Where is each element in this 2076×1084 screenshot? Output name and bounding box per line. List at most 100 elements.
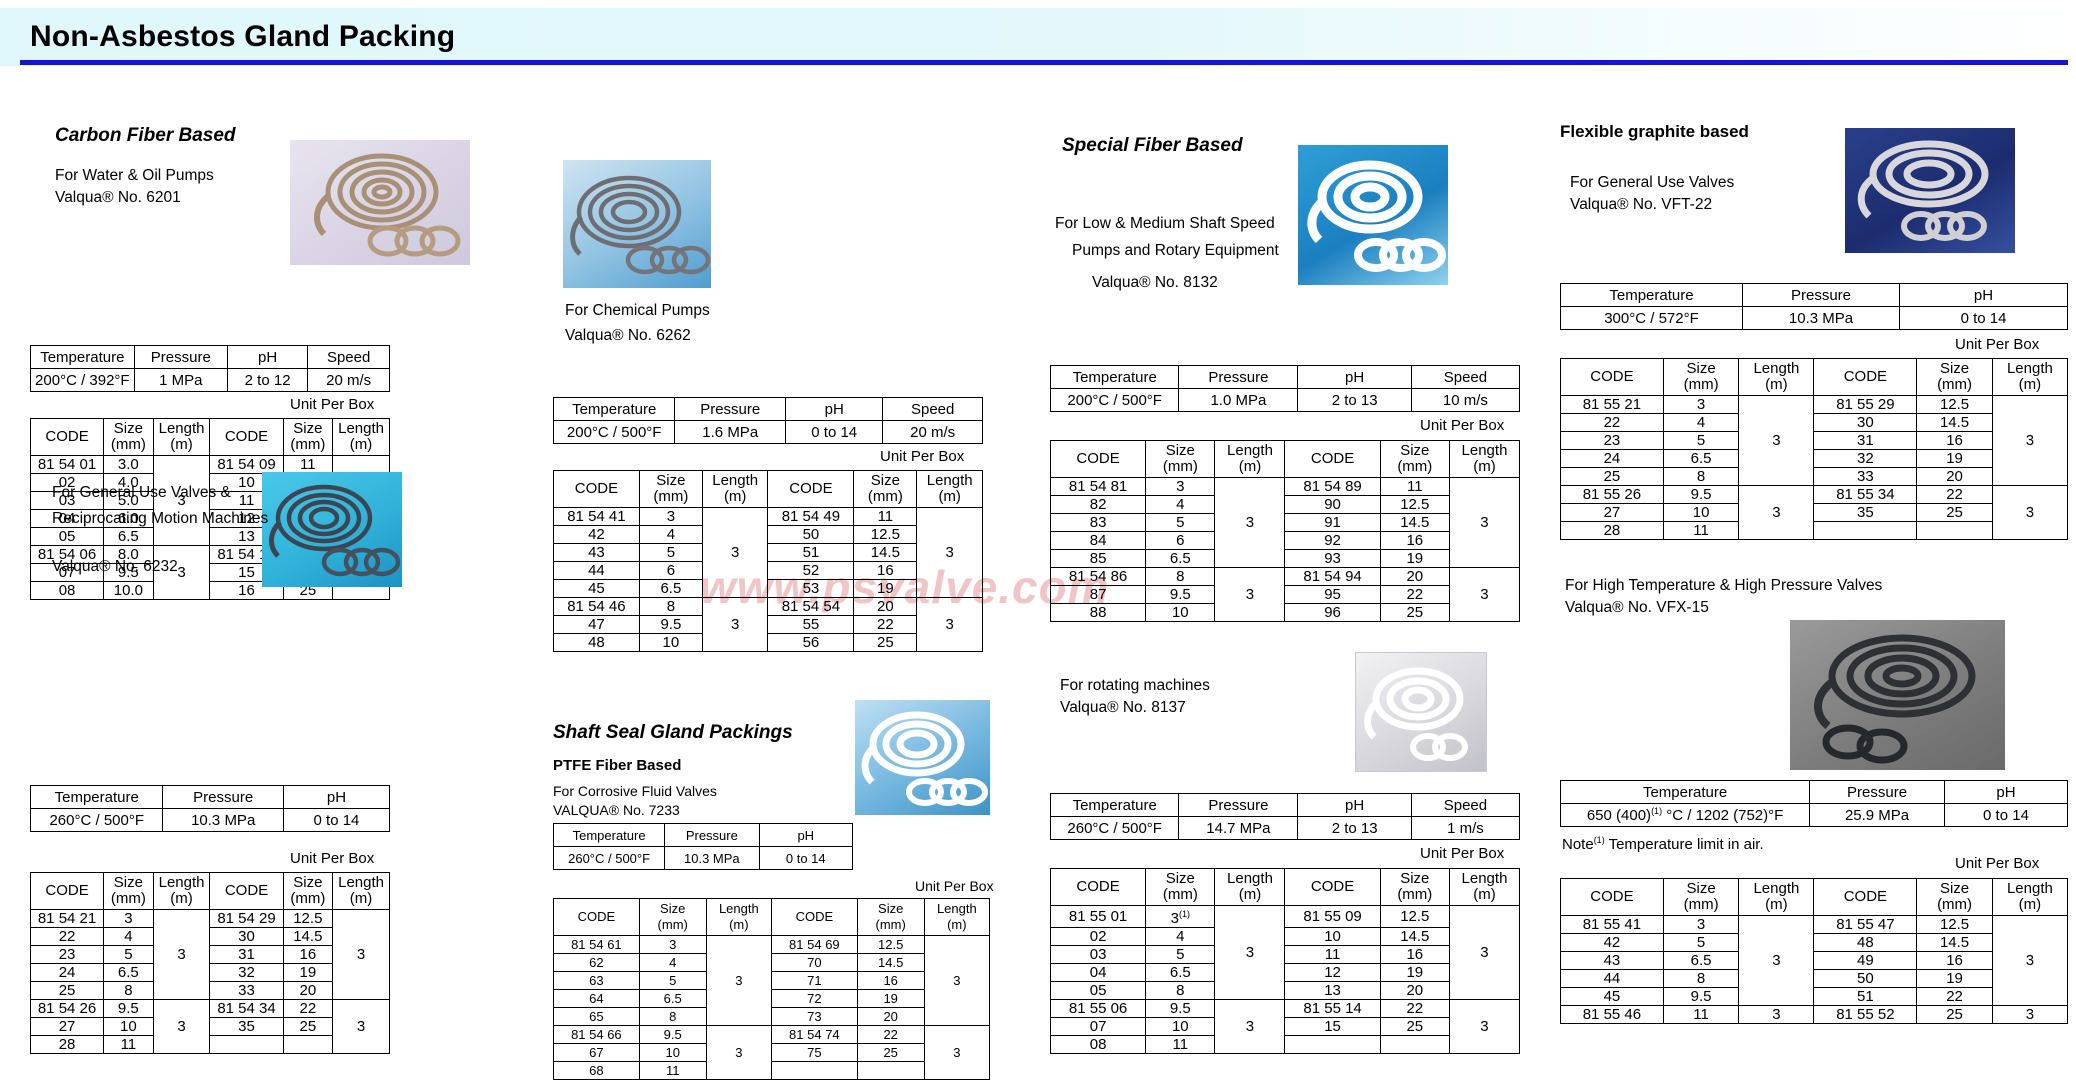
size-value: 9.5 bbox=[638, 1025, 707, 1044]
table-row: 85 6.5 93 19 bbox=[1049, 549, 1520, 568]
spec-header-speed: Speed bbox=[307, 345, 390, 369]
product-code: 43 bbox=[553, 543, 640, 562]
spec-header-pressure: Pressure bbox=[162, 785, 284, 809]
product-code: 88 bbox=[1049, 603, 1147, 622]
size-value: 8 bbox=[1145, 567, 1216, 586]
size-value: 10 bbox=[638, 633, 703, 652]
product-code: 81 55 46 bbox=[1560, 1005, 1664, 1024]
product-code: 52 bbox=[767, 561, 855, 580]
product-code: 50 bbox=[1813, 969, 1918, 988]
unit-per-box-label-vfx15: Unit Per Box bbox=[1955, 855, 2040, 872]
product-code: 92 bbox=[1284, 531, 1381, 550]
product-code: 02 bbox=[1049, 927, 1147, 946]
coil-illustration-vfx15 bbox=[1814, 634, 1976, 764]
size-value: 6.5 bbox=[103, 527, 154, 546]
size-column-header: Size (mm) bbox=[282, 418, 334, 456]
table-row: 81 54 41 3 3 81 54 49 11 3 bbox=[553, 507, 983, 598]
product-code: 82 bbox=[1049, 495, 1147, 514]
size-column-header: Size (mm) bbox=[1145, 440, 1216, 478]
length-value: 3 bbox=[1738, 915, 1815, 1006]
product-code: 55 bbox=[767, 615, 855, 634]
size-value: 20 bbox=[1379, 981, 1450, 1000]
size-value: 19 bbox=[1379, 549, 1450, 568]
size-value: 4 bbox=[1145, 927, 1216, 946]
coil-illustration-6232 bbox=[269, 484, 401, 577]
size-value: 12.5 bbox=[1916, 915, 1993, 934]
table-row: 81 54 61 3 3 81 54 69 12.5 3 bbox=[553, 935, 991, 1026]
table-row: 07 10 15 25 bbox=[1049, 1017, 1520, 1036]
size-value: 16 bbox=[853, 561, 918, 580]
size-value: 19 bbox=[1916, 449, 1993, 468]
size-value: 4 bbox=[1662, 413, 1740, 432]
unit-per-box-label-6232: Unit Per Box bbox=[290, 850, 375, 867]
size-value: 8 bbox=[638, 1007, 707, 1026]
size-value: 5 bbox=[1662, 431, 1740, 450]
product-caption-8137-line1: For rotating machines bbox=[1060, 677, 1210, 694]
page-title: Non-Asbestos Gland Packing bbox=[30, 20, 456, 53]
size-value: 16 bbox=[1379, 531, 1450, 550]
product-code: 08 bbox=[29, 581, 105, 600]
table-row: 24 6.5 32 19 bbox=[1560, 449, 2068, 468]
size-value: 9.5 bbox=[1145, 999, 1216, 1018]
unit-per-box-label-8137: Unit Per Box bbox=[1420, 845, 1505, 862]
coil-illustration-8132 bbox=[1307, 160, 1446, 272]
size-value: 10 bbox=[1662, 503, 1740, 522]
size-value: 14.5 bbox=[853, 543, 918, 562]
product-photo-8137 bbox=[1355, 652, 1487, 772]
section-title-graphite: Flexible graphite based bbox=[1560, 122, 1749, 141]
size-value: 5 bbox=[1145, 513, 1216, 532]
spec-value-pressure: 10.3 MPa bbox=[162, 808, 284, 832]
length-column-header: Length (m) bbox=[705, 898, 772, 936]
table-row: 22 4 30 14.5 bbox=[1560, 413, 2068, 432]
code-column-header: CODE bbox=[1284, 440, 1381, 478]
product-caption-7233-line2: VALQUA® No. 7233 bbox=[553, 802, 680, 818]
spec-value-temperature: 260°C / 500°F bbox=[1049, 816, 1180, 840]
size-value bbox=[282, 1035, 334, 1054]
product-code: 10 bbox=[1284, 927, 1381, 946]
spec-value-speed: 20 m/s bbox=[307, 368, 390, 392]
size-value: 25 bbox=[1379, 603, 1450, 622]
table-row: 68 11 bbox=[553, 1061, 990, 1080]
product-code: 51 bbox=[767, 543, 855, 562]
product-photo-6232 bbox=[262, 472, 402, 587]
size-value: 16 bbox=[1916, 431, 1993, 450]
size-value: 6.5 bbox=[103, 963, 154, 982]
unit-per-box-label-6262: Unit Per Box bbox=[880, 448, 965, 465]
size-value: 6.5 bbox=[1662, 449, 1740, 468]
size-value: 14.5 bbox=[1379, 513, 1450, 532]
size-value: 22 bbox=[1916, 987, 1993, 1006]
product-code: 81 54 61 bbox=[553, 935, 640, 954]
size-column-header: Size (mm) bbox=[1916, 358, 1993, 396]
size-value: 5 bbox=[638, 543, 703, 562]
table-row: 62 4 70 14.5 bbox=[553, 953, 990, 972]
size-value: 25 bbox=[853, 633, 918, 652]
spec-header-speed: Speed bbox=[1410, 793, 1521, 817]
product-code: 81 55 47 bbox=[1813, 915, 1918, 934]
table-row: 81 55 01 3(1) 3 81 55 09 12.5 3 bbox=[1049, 905, 1521, 1000]
size-value: 12.5 bbox=[1916, 395, 1993, 414]
spec-table-6262: Temperature Pressure pH Speed 200°C / 50… bbox=[552, 397, 983, 444]
size-value: 19 bbox=[282, 963, 334, 982]
product-code: 81 55 52 bbox=[1813, 1005, 1918, 1024]
product-code: 44 bbox=[553, 561, 640, 580]
size-value: 11 bbox=[853, 507, 918, 526]
product-code: 32 bbox=[209, 963, 284, 982]
size-column-header: Size (mm) bbox=[1916, 878, 1993, 916]
table-row: 81 54 26 9.5 3 81 54 34 22 3 bbox=[29, 999, 390, 1054]
spec-table-vft22: Temperature Pressure pH 300°C / 572°F 10… bbox=[1560, 283, 2068, 330]
size-value: 25 bbox=[1916, 1005, 1993, 1024]
product-code: 51 bbox=[1813, 987, 1918, 1006]
size-value: 3 bbox=[1145, 477, 1216, 496]
product-code: 48 bbox=[553, 633, 640, 652]
product-code: 53 bbox=[767, 579, 855, 598]
size-value: 8 bbox=[638, 597, 703, 616]
code-column-header: CODE bbox=[1813, 358, 1918, 396]
size-value: 20 bbox=[1916, 467, 1993, 486]
size-value: 25 bbox=[1379, 1017, 1450, 1036]
product-code: 56 bbox=[767, 633, 855, 652]
table-row: 45 9.5 51 22 bbox=[1560, 987, 2068, 1006]
size-value: 8 bbox=[1662, 467, 1740, 486]
length-column-header: Length (m) bbox=[1991, 878, 2069, 916]
size-value: 14.5 bbox=[1379, 927, 1450, 946]
product-code: 81 55 29 bbox=[1813, 395, 1918, 414]
